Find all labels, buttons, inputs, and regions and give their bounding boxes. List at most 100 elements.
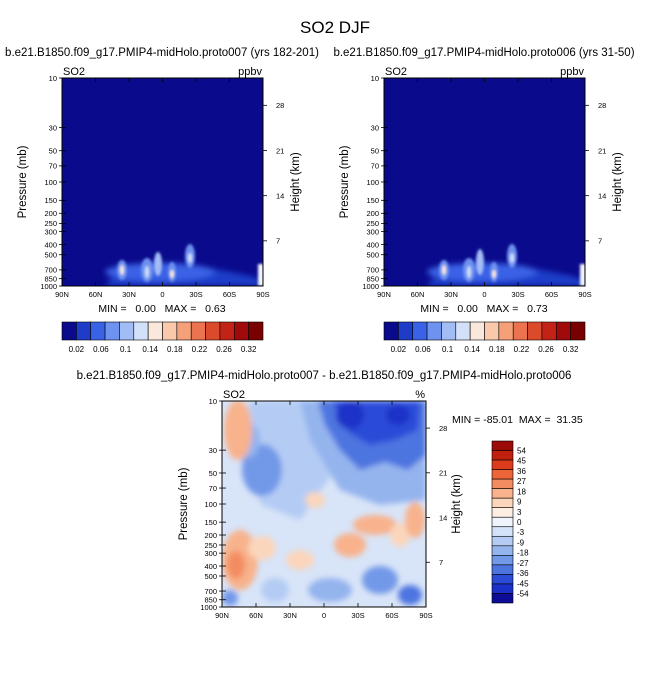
panel-a-colorbar-box [233, 321, 249, 341]
panel-c-colorbar-label: -36 [517, 569, 529, 578]
panel-c-colorbar-box [491, 555, 514, 566]
panel-b-colorbar-box [570, 321, 586, 341]
panel-c-zone [286, 550, 314, 570]
panel-a-colorbar-label: 0.26 [216, 345, 232, 354]
panel-a-ytick-label: 700 [44, 266, 57, 275]
panel-a-height-tick-label: 7 [276, 237, 280, 246]
panel-c-colorbar-label: 36 [517, 467, 526, 476]
panel-b-colorbar-box [541, 321, 557, 341]
panel-c-height-tick-label: 7 [439, 558, 443, 567]
figure-title: SO2 DJF [300, 18, 370, 37]
panel-a-ytick-label: 10 [49, 74, 57, 83]
panel-c-colorbar-box [491, 440, 514, 451]
panel-c-ytick-label: 400 [204, 562, 217, 571]
panel-c-colorbar-label: 0 [517, 518, 522, 527]
panel-c-zone [305, 492, 325, 508]
panel-a-ytick-label: 30 [49, 123, 57, 132]
panel-c-zone [227, 551, 245, 579]
panel-c-colorbar-box [491, 516, 514, 528]
panel-b-ytick-label: 850 [366, 274, 379, 283]
panel-b-height-tick-label: 14 [598, 191, 606, 200]
panel-c-variable: SO2 [223, 389, 245, 401]
panel-c-zone [390, 523, 410, 547]
panel-a-ytick-label: 500 [44, 250, 57, 259]
panel-a-colorbar-box [176, 321, 192, 341]
panel-a-colorbar-label: 0.06 [93, 345, 109, 354]
panel-a-colorbar-box [104, 321, 120, 341]
panel-model-a: b.e21.B1850.f09_g17.PMIP4-midHolo.proto0… [5, 47, 319, 354]
panel-b-ylabel: Pressure (mb) [339, 145, 351, 218]
panel-b-xtick-label: 60S [545, 290, 558, 299]
panel-b-ytick-label: 50 [371, 146, 379, 155]
panel-c-zone [353, 515, 397, 535]
panel-c-ytick-label: 200 [204, 531, 217, 540]
panel-difference: b.e21.B1850.f09_g17.PMIP4-midHolo.proto0… [77, 370, 583, 620]
panel-c-ytick-label: 1000 [200, 603, 217, 612]
panel-c-field [222, 401, 426, 607]
panel-b-blob [467, 266, 471, 278]
panel-a-colorbar-box [219, 321, 235, 341]
panel-c-colorbar-box [491, 593, 514, 604]
panel-b-colorbar-label: 0.18 [489, 345, 505, 354]
panel-a-xtick-label: 30S [189, 290, 202, 299]
panel-c-height-tick-label: 28 [439, 424, 447, 433]
panel-a-xtick-label: 90N [55, 290, 69, 299]
panel-b-ytick-label: 100 [366, 178, 379, 187]
panel-c-xtick-label: 30S [351, 611, 364, 620]
panel-c-colorbar-box [491, 564, 514, 575]
panel-b-colorbar-box [484, 321, 500, 341]
panel-b-colorbar-box [555, 321, 571, 341]
panel-a-ytick-label: 400 [44, 240, 57, 249]
panel-b-colorbar: 0.02 0.06 0.1 0.14 0.18 0.22 0.26 0.32 [383, 321, 586, 354]
panel-c-colorbar-box [491, 545, 514, 556]
panel-a-xtick-label: 60S [223, 290, 236, 299]
panel-c-zone [386, 405, 410, 425]
panel-c-colorbar-label: 45 [517, 457, 526, 466]
panel-b-blob [476, 249, 484, 275]
panel-b-title: b.e21.B1850.f09_g17.PMIP4-midHolo.proto0… [333, 47, 634, 59]
panel-a-blob [154, 252, 162, 276]
panel-b-ytick-label: 30 [371, 123, 379, 132]
panel-a-blob [170, 270, 174, 278]
panel-b-colorbar-label: 0.22 [514, 345, 530, 354]
panel-a-colorbar-label: 0.18 [167, 345, 183, 354]
panel-b-ytick-label: 250 [366, 219, 379, 228]
panel-b-variable: SO2 [385, 66, 407, 78]
panel-c-xtick-label: 90S [419, 611, 432, 620]
panel-a-colorbar-label: 0.1 [120, 345, 132, 354]
panel-b-colorbar-box [383, 321, 399, 341]
panel-b-height-tick-label: 21 [598, 146, 606, 155]
panel-a-ytick-label: 150 [44, 196, 57, 205]
panel-a-colorbar-box [162, 321, 178, 341]
panel-a-ylabel-right: Height (km) [290, 152, 302, 212]
panel-a-ylabel: Pressure (mb) [17, 145, 29, 218]
panel-c-colorbar-box [491, 583, 514, 594]
panel-b-ytick-label: 70 [371, 162, 379, 171]
panel-c-height-tick-label: 21 [439, 469, 447, 478]
panel-c-ytick-label: 250 [204, 541, 217, 550]
panel-a-colorbar-box [61, 321, 77, 341]
panel-a-blob [188, 253, 192, 263]
panel-a-colorbar-label: 0.22 [192, 345, 208, 354]
panel-c-xtick-label: 90N [215, 611, 229, 620]
panel-a-blob [145, 266, 149, 278]
panel-b-blob [442, 265, 446, 275]
panel-c-colorbar-label: -54 [517, 589, 529, 598]
panel-b-ytick-label: 1000 [362, 282, 379, 291]
panel-c-units: % [415, 389, 425, 401]
panel-b-xtick-label: 0 [482, 290, 486, 299]
panel-b-background [384, 78, 585, 286]
panel-c-colorbar-box [491, 459, 514, 470]
panel-c-ylabel: Pressure (mb) [178, 467, 190, 540]
panel-b-colorbar-label: 0.32 [563, 345, 579, 354]
panel-b-colorbar-label: 0.06 [415, 345, 431, 354]
panel-c-zone [398, 585, 422, 605]
panel-b-ytick-label: 10 [371, 74, 379, 83]
panel-a-xtick-label: 90S [256, 290, 269, 299]
panel-a-ytick-label: 100 [44, 178, 57, 187]
panel-b-xtick-label: 90N [377, 290, 391, 299]
panel-c-ytick-label: 300 [204, 549, 217, 558]
panel-c-xtick-label: 30N [283, 611, 297, 620]
panel-c-colorbar-label: 54 [517, 447, 526, 456]
